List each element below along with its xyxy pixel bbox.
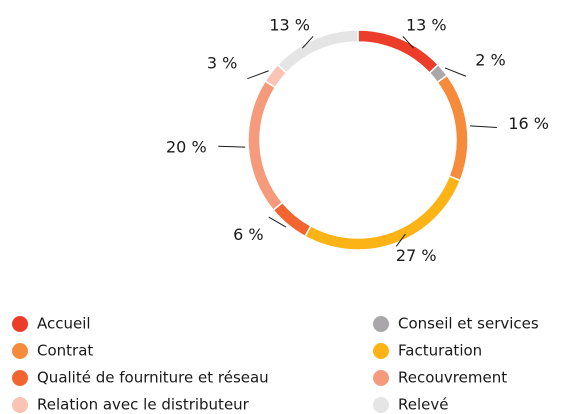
legend-label: Contrat [37,342,93,360]
slice [303,175,462,251]
legend-label: Facturation [398,342,482,360]
slice [276,29,359,74]
value-label: 27 % [396,246,437,265]
leader-line [302,35,314,49]
leader-line [470,125,497,128]
leader-line [444,67,467,77]
legend-swatch [373,397,389,413]
legend-swatch [12,316,28,332]
legend-label: Conseil et services [398,315,539,333]
value-label: 13 % [269,16,310,35]
leader-line [402,35,414,49]
leader-line [247,70,269,80]
leader-line [218,145,246,148]
legend-swatch [12,370,28,386]
legend-swatch [12,343,28,359]
value-label: 13 % [406,16,447,35]
legend-label: Relevé [398,396,448,414]
legend-label: Qualité de fourniture et réseau [37,369,269,387]
legend-swatch [373,370,389,386]
value-label: 3 % [207,53,237,72]
slice [247,80,284,212]
slice [272,201,312,238]
slice [436,74,469,182]
leader-line [268,216,287,228]
slice [357,29,440,74]
value-label: 6 % [233,225,263,244]
value-label: 2 % [475,50,505,69]
legend-label: Recouvrement [398,369,507,387]
leader-line [395,233,406,247]
legend-swatch [373,316,389,332]
legend-swatch [12,397,28,413]
legend-swatch [373,343,389,359]
legend-label: Accueil [37,315,91,333]
value-label: 16 % [508,114,549,133]
value-label: 20 % [166,137,207,156]
legend-label: Relation avec le distributeur [37,396,250,414]
